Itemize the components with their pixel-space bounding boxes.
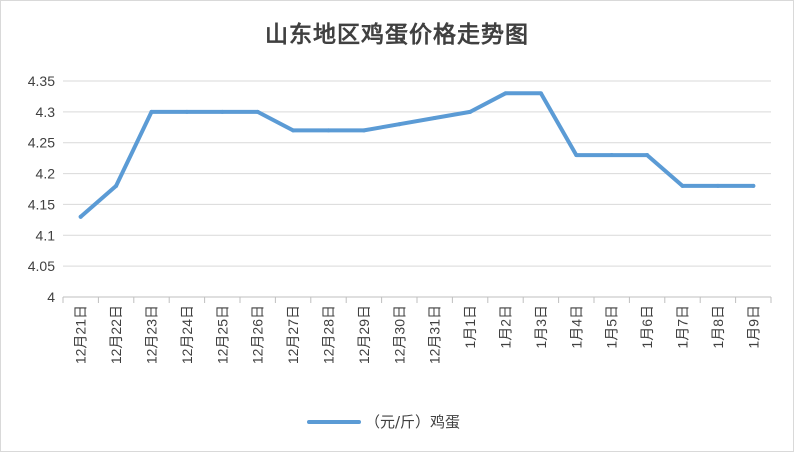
- y-tick-label: 4.1: [36, 227, 56, 243]
- data-point: [751, 183, 756, 188]
- x-tick-label: 1月8日: [710, 305, 726, 349]
- data-point: [397, 122, 402, 127]
- x-tick-label: 1月1日: [462, 305, 478, 349]
- data-point: [680, 183, 685, 188]
- data-point: [715, 183, 720, 188]
- x-tick-label: 12月29日: [356, 305, 372, 364]
- y-tick-label: 4: [47, 289, 55, 305]
- data-point: [503, 91, 508, 96]
- y-tick-label: 4.15: [28, 196, 55, 212]
- x-tick-label: 12月22日: [108, 305, 124, 364]
- x-tick-label: 1月2日: [498, 305, 514, 349]
- x-tick-label: 1月7日: [675, 305, 691, 349]
- x-tick-label: 12月30日: [391, 305, 407, 364]
- x-tick-label: 12月25日: [214, 305, 230, 364]
- data-point: [609, 153, 614, 158]
- chart-title: 山东地区鸡蛋价格走势图: [265, 21, 529, 48]
- data-point: [184, 109, 189, 114]
- x-tick-label: 12月31日: [427, 305, 443, 364]
- x-tick-label: 12月28日: [321, 305, 337, 364]
- data-point: [538, 91, 543, 96]
- x-tick-label: 1月4日: [568, 305, 584, 349]
- y-tick-label: 4.25: [28, 135, 55, 151]
- x-tick-label: 12月26日: [250, 305, 266, 364]
- data-point: [255, 109, 260, 114]
- data-point: [468, 109, 473, 114]
- y-tick-label: 4.2: [36, 166, 56, 182]
- series-layer: [78, 91, 756, 219]
- x-tick-label: 12月21日: [73, 305, 89, 364]
- legend: （元/斤）鸡蛋: [307, 413, 460, 431]
- legend-label: （元/斤）鸡蛋: [365, 413, 460, 431]
- data-point: [149, 109, 154, 114]
- x-tick-label: 12月27日: [285, 305, 301, 364]
- x-tick-label: 1月3日: [533, 305, 549, 349]
- data-point: [432, 116, 437, 121]
- x-tick-label: 1月5日: [604, 305, 620, 349]
- data-point: [361, 128, 366, 133]
- x-tick-label: 1月9日: [745, 305, 761, 349]
- y-axis-ticks: 4 4.05 4.1 4.15 4.2 4.25 4.3 4.35: [28, 73, 55, 305]
- data-point: [645, 153, 650, 158]
- y-tick-label: 4.05: [28, 258, 55, 274]
- data-point: [291, 128, 296, 133]
- series-line: [78, 91, 756, 219]
- x-tick-label: 12月24日: [179, 305, 195, 364]
- data-point: [114, 183, 119, 188]
- data-point: [220, 109, 225, 114]
- data-point: [326, 128, 331, 133]
- data-point: [78, 214, 83, 219]
- y-tick-label: 4.3: [36, 104, 56, 120]
- x-tick-label: 1月6日: [639, 305, 655, 349]
- data-point: [574, 153, 579, 158]
- y-tick-label: 4.35: [28, 73, 55, 89]
- x-axis: 12月21日 12月22日 12月23日 12月24日 12月25日 12月26日 12月2…: [62, 296, 772, 364]
- x-tick-label: 12月23日: [144, 305, 160, 364]
